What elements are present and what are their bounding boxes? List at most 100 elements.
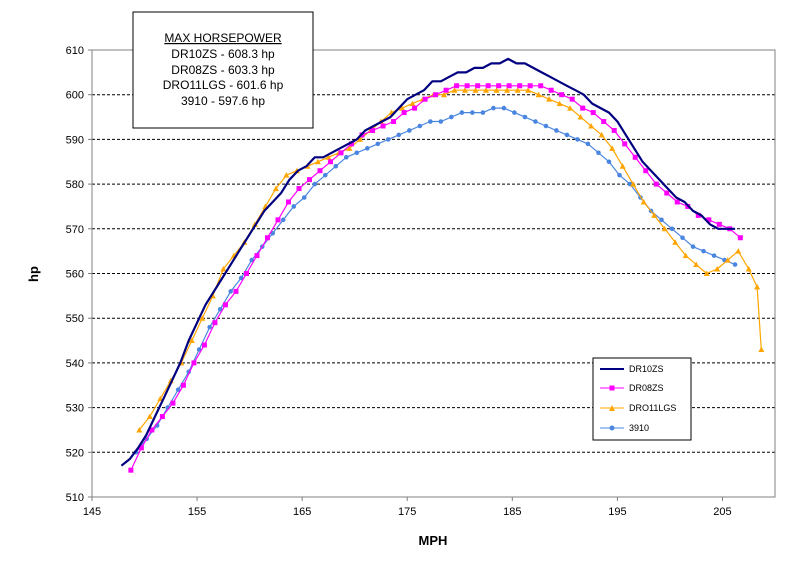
- data-point-3910: [312, 181, 318, 187]
- y-tick-label-550: 550: [66, 313, 84, 325]
- annotation-line-1: DR10ZS - 608.3 hp: [171, 47, 275, 61]
- data-point-3910: [449, 114, 454, 120]
- data-point-3910: [291, 204, 297, 209]
- data-point-dr08zs: [138, 445, 144, 451]
- data-point-dr08zs: [580, 105, 586, 111]
- data-point-3910: [396, 132, 402, 138]
- data-point-dro11lgs: [525, 87, 532, 93]
- data-point-3910: [522, 114, 528, 120]
- data-point-dr08zs: [191, 360, 197, 366]
- data-point-dro11lgs: [504, 87, 511, 93]
- data-point-dr08zs: [233, 288, 239, 294]
- data-point-dro11lgs: [462, 87, 469, 93]
- data-point-3910: [386, 137, 391, 142]
- data-point-dr08zs: [149, 427, 155, 433]
- data-point-dr08zs: [706, 217, 712, 223]
- data-point-dro11lgs: [630, 181, 637, 187]
- legend-marker-3910: [609, 425, 615, 431]
- data-point-3910: [333, 163, 339, 169]
- data-point-dr08zs: [307, 177, 313, 183]
- data-point-dr08zs: [569, 96, 575, 102]
- y-axis-ticks: 510 520 530 540 550 560 570 580 590 600 610: [66, 45, 92, 504]
- x-axis-ticks: 145 155 165 175 185 195 205: [83, 497, 732, 518]
- data-point-3910: [575, 137, 580, 142]
- legend-label-dr10zs: DR10ZS: [629, 364, 664, 374]
- series-dr10zs: [120, 57, 736, 467]
- x-tick-label-205: 205: [713, 506, 731, 518]
- data-point-dro11lgs: [514, 87, 521, 93]
- data-point-3910: [365, 146, 370, 151]
- series-layer: [120, 57, 765, 473]
- data-point-dr08zs: [737, 235, 743, 241]
- x-axis-title: MPH: [419, 533, 448, 548]
- data-point-3910: [680, 235, 685, 241]
- data-point-3910: [659, 217, 664, 223]
- data-point-dr08zs: [222, 302, 228, 308]
- data-point-3910: [428, 119, 433, 124]
- data-point-dr08zs: [506, 83, 512, 89]
- data-point-3910: [217, 306, 223, 312]
- data-point-dr08zs: [517, 83, 523, 89]
- data-point-dro11lgs: [272, 185, 279, 192]
- legend-item-3910: 3910: [600, 423, 649, 433]
- y-tick-label-560: 560: [66, 269, 84, 281]
- data-point-dro11lgs: [651, 212, 658, 218]
- legend-label-dr08zs: DR08ZS: [629, 383, 664, 393]
- data-point-3910: [207, 324, 212, 330]
- data-point-dro11lgs: [199, 315, 206, 321]
- data-point-dr08zs: [475, 83, 481, 89]
- y-tick-label-520: 520: [66, 447, 84, 459]
- annotation-box: [132, 11, 314, 129]
- data-point-dro11lgs: [567, 105, 574, 111]
- data-point-dro11lgs: [346, 145, 353, 151]
- data-point-3910: [554, 128, 559, 133]
- data-point-dro11lgs: [188, 337, 195, 344]
- data-point-3910: [512, 110, 517, 115]
- data-point-3910: [343, 154, 349, 160]
- data-point-dro11lgs: [136, 426, 143, 433]
- data-point-dro11lgs: [409, 100, 416, 107]
- annotation-line-4: 3910 - 597.6 hp: [181, 94, 265, 108]
- data-point-dro11lgs: [356, 136, 363, 142]
- data-point-dr08zs: [264, 235, 270, 241]
- data-point-3910: [606, 159, 612, 165]
- x-tick-label-175: 175: [398, 506, 416, 518]
- data-point-dro11lgs: [672, 239, 679, 245]
- data-point-dro11lgs: [703, 270, 710, 276]
- data-point-dr08zs: [201, 342, 207, 348]
- data-point-dr08zs: [548, 87, 554, 93]
- data-point-dr08zs: [664, 190, 670, 196]
- y-tick-label-540: 540: [66, 358, 84, 370]
- data-point-dro11lgs: [398, 105, 405, 111]
- annotation-line-2: DR08ZS - 603.3 hp: [171, 63, 275, 77]
- data-point-dr08zs: [716, 221, 722, 227]
- legend-marker-dr08zs: [609, 385, 615, 391]
- data-point-dr08zs: [296, 186, 302, 192]
- data-point-dr08zs: [674, 199, 680, 205]
- data-point-dr08zs: [338, 150, 344, 156]
- data-point-3910: [732, 262, 738, 267]
- data-point-dro11lgs: [556, 100, 563, 107]
- data-point-3910: [459, 110, 465, 115]
- data-point-3910: [322, 172, 328, 178]
- data-point-dro11lgs: [283, 172, 290, 178]
- legend-item-dro11lgs: DRO11LGS: [600, 403, 676, 413]
- data-point-dr08zs: [180, 382, 186, 388]
- data-point-dr08zs: [443, 87, 449, 93]
- data-point-dro11lgs: [598, 131, 605, 138]
- data-point-dr08zs: [275, 217, 281, 223]
- legend-box: [592, 357, 692, 441]
- data-point-dr08zs: [391, 119, 397, 125]
- data-point-dr08zs: [285, 199, 291, 205]
- data-point-dr08zs: [632, 154, 638, 160]
- x-tick-label-165: 165: [293, 506, 311, 518]
- data-point-3910: [470, 110, 475, 115]
- data-point-dro11lgs: [577, 114, 584, 120]
- max-horsepower-annotation: MAX HORSEPOWER DR10ZS - 608.3 hp DR08ZS …: [132, 11, 314, 129]
- data-point-dr08zs: [538, 83, 544, 89]
- data-point-dr08zs: [611, 127, 617, 133]
- legend-label-3910: 3910: [629, 423, 649, 433]
- data-point-dr08zs: [159, 414, 165, 420]
- data-point-3910: [175, 387, 181, 393]
- data-point-3910: [270, 230, 276, 236]
